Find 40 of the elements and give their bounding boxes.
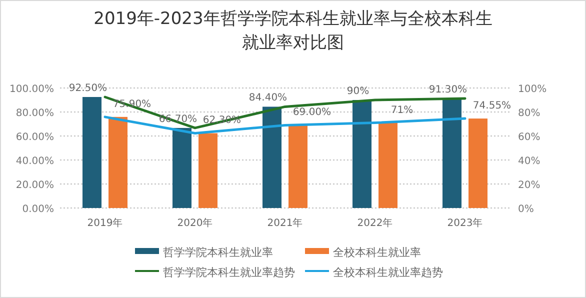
- data-label: 71%: [390, 104, 414, 116]
- x-tick-label: 2022年: [357, 217, 393, 229]
- data-label: 91.30%: [428, 84, 468, 96]
- legend-label: 哲学学院本科生就业率趋势: [163, 266, 295, 279]
- legend-label: 哲学学院本科生就业率: [163, 246, 273, 259]
- x-tick-label: 2021年: [267, 217, 303, 229]
- chart-title: 2019年-2023年哲学学院本科生就业率与全校本科生就业率对比图: [94, 9, 492, 53]
- y-tick-label: 60.00%: [16, 132, 54, 143]
- bar: [108, 116, 128, 208]
- bar: [468, 118, 488, 208]
- bar: [288, 125, 308, 208]
- y-tick-label: 100.00%: [10, 84, 54, 95]
- x-tick-label: 2020年: [177, 217, 213, 229]
- bar: [262, 106, 282, 208]
- bar: [378, 122, 398, 208]
- y2-tick-label: 100%: [518, 84, 547, 95]
- y2-tick-label: 40%: [518, 156, 540, 167]
- data-label: 90%: [346, 86, 370, 97]
- bar: [172, 128, 192, 208]
- x-tick-label: 2023年: [447, 217, 483, 229]
- data-label: 69.00%: [292, 107, 332, 118]
- data-label: 74.55%: [472, 100, 512, 112]
- y-tick-label: 40.00%: [16, 156, 54, 167]
- bar: [82, 97, 102, 208]
- legend-label: 全校本科生就业率: [333, 246, 421, 259]
- bar: [442, 98, 462, 208]
- y2-tick-label: 0%: [518, 204, 534, 215]
- bar: [352, 100, 372, 208]
- y2-tick-label: 20%: [518, 180, 540, 191]
- y-tick-label: 80.00%: [16, 108, 54, 119]
- y-tick-label: 0.00%: [22, 204, 54, 215]
- y2-tick-label: 60%: [518, 132, 540, 143]
- data-label: 92.50%: [68, 83, 108, 94]
- bar: [198, 133, 218, 208]
- y-tick-label: 20.00%: [16, 180, 54, 191]
- data-label: 84.40%: [248, 92, 288, 104]
- legend-label: 全校本科生就业率趋势: [333, 266, 443, 279]
- line-series: [104, 116, 466, 134]
- y2-tick-label: 80%: [518, 108, 540, 119]
- x-tick-label: 2019年: [87, 217, 123, 229]
